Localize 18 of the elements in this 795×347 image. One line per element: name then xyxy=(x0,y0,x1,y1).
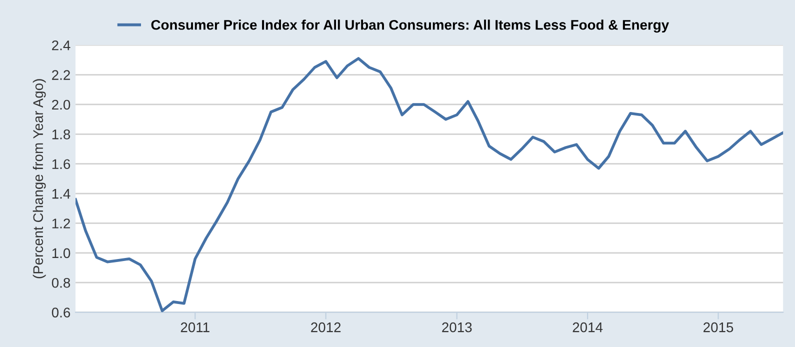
y-tick-label: 0.8 xyxy=(52,278,70,288)
y-tick-label: 2.4 xyxy=(52,40,70,50)
y-tick-label: 0.6 xyxy=(52,308,70,318)
x-tick-label: 2012 xyxy=(311,322,341,332)
y-tick-label: 1.2 xyxy=(52,218,70,228)
y-tick-label: 2.2 xyxy=(52,70,70,80)
y-tick-label: 2.0 xyxy=(52,100,70,110)
legend-label: Consumer Price Index for All Urban Consumers: All Items Less Food & Energy xyxy=(151,20,670,33)
x-tick-label: 2013 xyxy=(442,322,472,332)
y-tick-label: 1.0 xyxy=(52,248,70,258)
x-tick-label: 2014 xyxy=(572,322,603,332)
y-tick-label: 1.8 xyxy=(52,130,70,140)
y-tick-label: 1.4 xyxy=(52,189,70,199)
x-tick-label: 2011 xyxy=(180,322,210,332)
line-series xyxy=(76,57,784,312)
x-tick-label: 2015 xyxy=(704,322,734,332)
y-tick-label: 1.6 xyxy=(52,159,70,170)
y-axis-title: (Percent Change from Year Ago) xyxy=(32,79,46,278)
